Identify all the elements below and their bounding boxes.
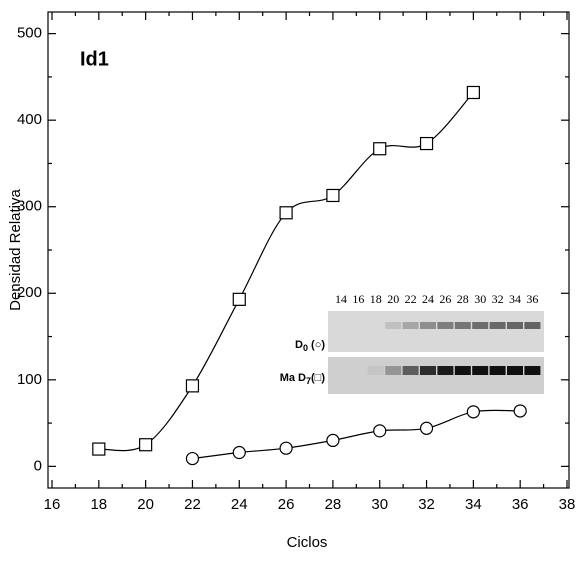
- gel-strip: [328, 311, 544, 352]
- gel-band: [437, 366, 454, 375]
- x-tick-label: 34: [465, 496, 482, 513]
- x-tick-label: 38: [559, 496, 576, 513]
- circle-marker: [466, 405, 480, 419]
- x-tick-label: 36: [512, 496, 529, 513]
- circle-marker: [185, 451, 200, 466]
- row-label-suffix: (□): [311, 372, 325, 384]
- y-tick-label: 0: [34, 457, 42, 474]
- x-tick-label: 20: [137, 496, 154, 513]
- lane-label: 14: [335, 292, 347, 306]
- square-marker: [373, 142, 387, 156]
- x-tick-label: 30: [371, 496, 388, 513]
- gel-strip: [328, 357, 544, 394]
- square-marker: [279, 206, 293, 220]
- gel-band: [472, 322, 489, 329]
- row-label: D0 (○): [295, 339, 325, 353]
- gel-band: [524, 366, 541, 375]
- gel-band: [402, 322, 419, 329]
- y-tick-label: 400: [17, 111, 42, 128]
- gel-band: [472, 366, 489, 375]
- lane-label: 34: [509, 292, 521, 306]
- x-tick-label: 16: [44, 496, 61, 513]
- lane-label: 16: [352, 292, 364, 306]
- lane-label: 18: [370, 292, 382, 306]
- y-axis-label: Densidad Relativa: [7, 188, 24, 310]
- row-label: Ma D7(□): [280, 372, 326, 386]
- lane-label: 32: [492, 292, 504, 306]
- gel-inset: 14 16 18 20 22 24 26 28 30 32 34 36 D0 (○) Ma D7(□): [280, 292, 544, 394]
- gel-band: [507, 322, 523, 329]
- row-label-suffix: (○): [308, 339, 325, 351]
- row-label-prefix: D: [295, 339, 303, 351]
- gel-band: [454, 322, 471, 329]
- gel-band: [454, 366, 471, 375]
- gel-band: [489, 322, 506, 329]
- lane-label: 36: [526, 292, 538, 306]
- circle-marker: [419, 421, 434, 435]
- x-tick-label: 26: [278, 496, 295, 513]
- lane-label: 24: [422, 292, 434, 306]
- square-marker: [326, 188, 340, 203]
- row-label-prefix: Ma D: [280, 372, 306, 384]
- circle-marker: [513, 404, 527, 418]
- gel-band: [367, 366, 384, 375]
- fit-curve: [98, 92, 474, 452]
- circle-marker: [373, 424, 387, 438]
- x-tick-label: 18: [90, 496, 107, 513]
- gel-band: [489, 366, 506, 375]
- row-label-sub: 0: [303, 343, 308, 353]
- circle-marker: [279, 441, 293, 455]
- gel-band: [420, 322, 436, 329]
- square-marker: [466, 85, 480, 100]
- lane-label: 28: [457, 292, 469, 306]
- plot-frame: [47, 11, 570, 489]
- square-marker: [232, 292, 246, 306]
- gel-band: [437, 322, 454, 329]
- annotation: Id1: [80, 48, 109, 70]
- circle-marker: [232, 445, 246, 460]
- lane-label: 30: [474, 292, 486, 306]
- square-marker: [92, 442, 106, 456]
- square-marker: [139, 438, 153, 452]
- y-tick-label: 500: [17, 25, 42, 42]
- lane-label: 20: [387, 292, 399, 306]
- x-tick-label: 22: [184, 496, 201, 513]
- x-tick-label: 24: [231, 496, 248, 513]
- circle-marker: [326, 433, 340, 447]
- square-marker: [185, 379, 200, 393]
- y-tick-label: 100: [17, 371, 42, 388]
- x-axis-label: Ciclos: [287, 534, 328, 551]
- gel-band: [402, 366, 419, 375]
- gel-band: [524, 322, 541, 329]
- lane-label: 26: [439, 292, 451, 306]
- lane-label: 22: [405, 292, 417, 306]
- x-tick-label: 28: [325, 496, 342, 513]
- gel-band: [385, 366, 402, 375]
- square-marker: [419, 136, 434, 151]
- y-tick-label: 200: [17, 284, 42, 301]
- gel-band: [507, 366, 523, 375]
- row-label-sub: 7: [306, 376, 311, 386]
- gel-band: [385, 322, 402, 329]
- x-tick-label: 32: [418, 496, 435, 513]
- gel-band: [420, 366, 436, 375]
- y-tick-label: 300: [17, 198, 42, 215]
